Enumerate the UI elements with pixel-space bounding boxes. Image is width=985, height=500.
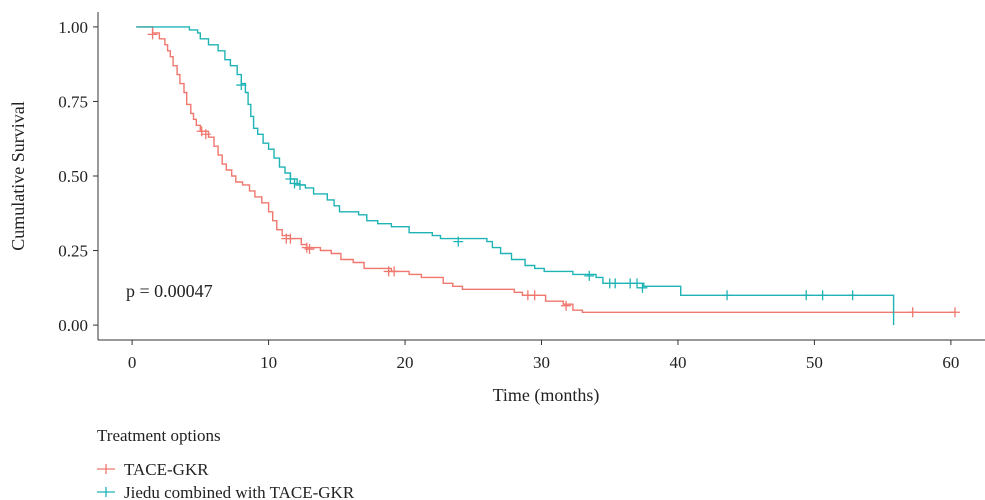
censor-mark-jiedu: [294, 179, 305, 190]
x-tick-label: 20: [397, 353, 414, 372]
legend-item-jiedu: Jiedu combined with TACE-GKR: [97, 483, 355, 500]
x-tick-label: 60: [942, 353, 959, 372]
x-axis-title: Time (months): [493, 385, 600, 406]
y-tick-label: 0.75: [58, 92, 88, 111]
censor-mark-tace-gkr: [304, 244, 315, 255]
x-tick-label: 0: [128, 353, 137, 372]
y-axis-title: Cumulative Survival: [8, 101, 28, 250]
censor-mark-tace-gkr: [561, 300, 572, 311]
y-tick-label: 0.25: [58, 242, 88, 261]
y-tick-label: 0.00: [58, 316, 88, 335]
legend-title: Treatment options: [97, 426, 221, 445]
x-tick-label: 50: [806, 353, 823, 372]
censor-mark-jiedu: [847, 290, 858, 301]
p-value-annotation: p = 0.00047: [126, 281, 213, 301]
legend-label-jiedu: Jiedu combined with TACE-GKR: [124, 483, 355, 500]
survival-curve-tace-gkr: [136, 26, 955, 313]
censor-mark-jiedu: [285, 173, 296, 184]
survival-curve-jiedu: [136, 26, 895, 326]
censor-mark-jiedu: [453, 236, 464, 247]
y-tick-label: 0.50: [58, 167, 88, 186]
censor-mark-tace-gkr: [529, 290, 540, 301]
censor-mark-tace-gkr: [285, 233, 296, 244]
censor-mark-tace-gkr: [200, 129, 211, 140]
censor-mark-jiedu: [289, 178, 300, 189]
x-tick-label: 30: [533, 353, 550, 372]
censor-mark-jiedu: [801, 290, 812, 301]
y-tick-label: 1.00: [58, 18, 88, 37]
censor-mark-jiedu: [632, 278, 643, 289]
censor-mark-jiedu: [637, 282, 648, 293]
censor-mark-jiedu: [817, 290, 828, 301]
legend-item-tace-gkr: TACE-GKR: [97, 460, 209, 479]
x-ticks: 0 10 20 30 40 50 60: [128, 340, 959, 372]
censor-mark-jiedu: [236, 80, 247, 91]
legend: Treatment options TACE-GKR Jiedu combine…: [97, 426, 355, 500]
censor-mark-tace-gkr: [389, 266, 400, 277]
x-tick-label: 10: [260, 353, 277, 372]
series-layer: [136, 26, 960, 326]
censor-mark-jiedu: [584, 270, 595, 281]
censor-mark-jiedu: [722, 290, 733, 301]
censor-mark-jiedu: [610, 278, 621, 289]
legend-label-tace-gkr: TACE-GKR: [124, 460, 209, 479]
censor-mark-tace-gkr: [907, 307, 918, 318]
censor-mark-tace-gkr: [949, 307, 960, 318]
y-ticks: 0.00 0.25 0.50 0.75 1.00: [58, 18, 98, 335]
censor-mark-tace-gkr: [147, 29, 158, 40]
x-tick-label: 40: [669, 353, 686, 372]
